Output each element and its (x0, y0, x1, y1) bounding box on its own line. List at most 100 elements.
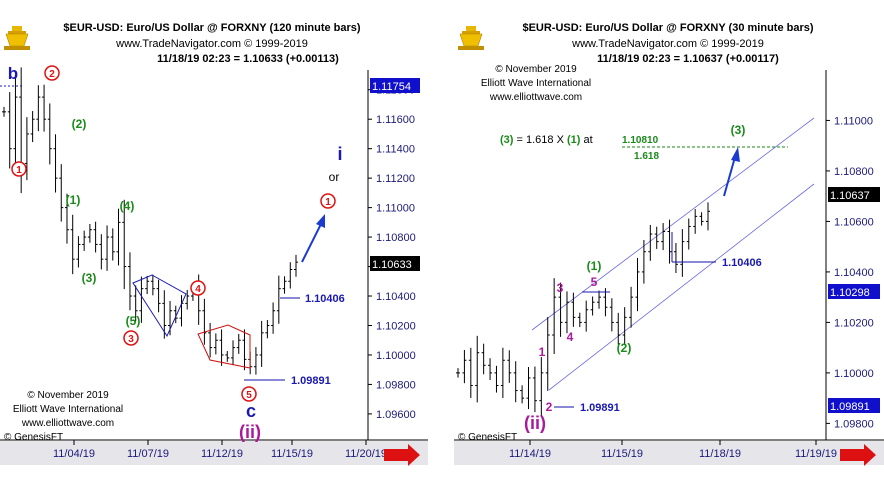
minor-wave-label-1: 1 (539, 345, 546, 359)
channel-upper-line (531, 117, 815, 331)
wave-label-ii: (ii) (524, 413, 546, 433)
trade-navigator-logo-icon (458, 26, 484, 50)
last-price-box (370, 256, 420, 271)
target-ratio-label: 1.618 (634, 151, 659, 162)
price-tick-label: 1.10400 (834, 267, 874, 279)
genesis-text: © GenesisFT (458, 432, 517, 443)
mid-price-label: 1.10298 (830, 287, 870, 299)
circle-label-5: 5 (241, 386, 257, 402)
price-tick-label: 1.10200 (834, 317, 874, 329)
last-price-box (828, 187, 880, 202)
last-price-label: 1.10637 (830, 190, 870, 202)
price-tick-label: 1.09800 (376, 379, 416, 391)
projection-arrow-head-icon (316, 214, 325, 228)
price-tick-label: 1.11200 (376, 173, 415, 185)
wave-label-c: c (246, 401, 256, 421)
scroll-right-arrow-icon[interactable] (384, 444, 420, 466)
minor-wave-label-4: 4 (567, 330, 574, 344)
price-tick-labels: 1.11000 1.10800 1.10600 1.10400 1.10200 1.100… (826, 115, 874, 430)
wave-label-or: or (329, 170, 340, 184)
wave-label-b: b (8, 64, 18, 83)
chart-quote-line: 11/18/19 02:23 = 1.10637 (+0.00117) (597, 53, 779, 65)
recent-high-price-label: 1.11754 (372, 81, 411, 93)
price-tick-label: 1.10600 (834, 216, 874, 228)
date-axis-band (454, 441, 884, 465)
ohlc-bars (456, 202, 710, 417)
scroll-right-arrow-icon[interactable] (840, 444, 876, 466)
svg-text:2: 2 (49, 69, 55, 80)
target-formula: (3) = 1.618 X (1) at (500, 134, 593, 146)
minor-wave-label-2: 2 (546, 400, 553, 414)
chart-title: $EUR-USD: Euro/US Dollar @ FORXNY (120 m… (63, 22, 361, 34)
trade-navigator-logo-icon (4, 26, 30, 50)
svg-text:1: 1 (325, 197, 331, 208)
price-tick-label: 1.10000 (376, 350, 416, 362)
date-tick-label: 11/18/19 (699, 448, 741, 460)
date-tick-label: 11/04/19 (53, 448, 95, 460)
copyright-text: © November 2019 (495, 64, 577, 75)
low-price-box (828, 398, 880, 413)
copyright-text: © November 2019 (27, 390, 109, 401)
wedge-pattern-outline (197, 324, 251, 369)
date-tick-label: 11/12/19 (201, 448, 243, 460)
date-tick-labels: 11/14/19 11/15/19 11/18/19 11/19/19 (509, 440, 837, 460)
circle-label-2: 2 (44, 65, 60, 81)
price-tick-label: 1.10400 (376, 291, 416, 303)
wave-label-green-3: (3) (82, 271, 97, 285)
price-tick-label: 1.10800 (834, 166, 874, 178)
price-tick-label: 1.10800 (376, 232, 416, 244)
wave-label-green-1: (1) (587, 259, 602, 273)
svg-text:5: 5 (246, 390, 252, 401)
ewi-site-text: www.elliottwave.com (21, 418, 114, 429)
price-tick-labels: 1.118001.116001.114001.112001.110001.108… (368, 85, 416, 421)
triangle-pattern-outline (132, 274, 187, 338)
chart-site-line: www.TradeNavigator.com © 1999-2019 (115, 38, 308, 50)
date-tick-label: 11/20/19 (345, 448, 387, 460)
wave-label-green-3: (3) (731, 123, 746, 137)
price-tick-label: 1.10200 (376, 320, 416, 332)
projection-arrow-shaft (723, 156, 736, 197)
chart-title: $EUR-USD: Euro/US Dollar @ FORXNY (30 mi… (522, 22, 813, 34)
level-label-2: 1.09891 (291, 375, 331, 387)
chart-120min-svg: $EUR-USD: Euro/US Dollar @ FORXNY (120 m… (0, 22, 428, 466)
circle-label-4: 4 (190, 280, 206, 296)
mid-price-box (828, 284, 880, 299)
ewi-text: Elliott Wave International (481, 78, 591, 89)
circle-label-3: 3 (123, 330, 139, 346)
circle-label-1-target: 1 (320, 193, 336, 209)
wave-label-green-5: (5) (126, 314, 141, 328)
date-tick-label: 11/15/19 (271, 448, 313, 460)
price-tick-label: 1.11600 (376, 114, 415, 126)
recent-high-price-box (370, 78, 420, 93)
ewi-text: Elliott Wave International (13, 404, 123, 415)
projection-arrow-head-icon (731, 147, 740, 162)
wave-label-i: i (337, 144, 342, 164)
chart-30min-svg: $EUR-USD: Euro/US Dollar @ FORXNY (30 mi… (454, 22, 884, 466)
price-tick-label: 1.09600 (376, 409, 416, 421)
minor-wave-label-3: 3 (557, 281, 564, 295)
low-price-label: 1.09891 (830, 401, 870, 413)
ewi-site-text: www.elliottwave.com (489, 92, 582, 103)
ohlc-bars (2, 67, 298, 375)
date-tick-label: 11/15/19 (601, 448, 643, 460)
price-tick-label: 1.11000 (834, 115, 873, 127)
date-tick-label: 11/14/19 (509, 448, 551, 460)
chart-quote-line: 11/18/19 02:23 = 1.10633 (+0.00113) (157, 53, 339, 65)
price-tick-label: 1.10000 (834, 368, 874, 380)
panel-gap (428, 0, 454, 496)
svg-text:4: 4 (195, 284, 201, 295)
date-tick-label: 11/07/19 (127, 448, 169, 460)
chart-panel-30min: $EUR-USD: Euro/US Dollar @ FORXNY (30 mi… (454, 0, 884, 496)
wave-label-green-4: (4) (120, 199, 135, 213)
genesis-text: © GenesisFT (4, 432, 63, 443)
price-tick-label: 1.11400 (376, 144, 415, 156)
price-tick-label: 1.09800 (834, 418, 874, 430)
wave-label-ii: (ii) (239, 422, 261, 442)
svg-text:3: 3 (128, 334, 134, 345)
last-price-label: 1.10633 (372, 259, 412, 271)
date-tick-labels: 11/04/19 11/07/19 11/12/19 11/15/19 11/20/19 (53, 440, 387, 460)
date-axis-band (0, 441, 428, 465)
wave-label-green-1: (1) (66, 193, 81, 207)
channel-lower-line (548, 183, 815, 391)
circle-label-1-left: 1 (11, 161, 27, 177)
